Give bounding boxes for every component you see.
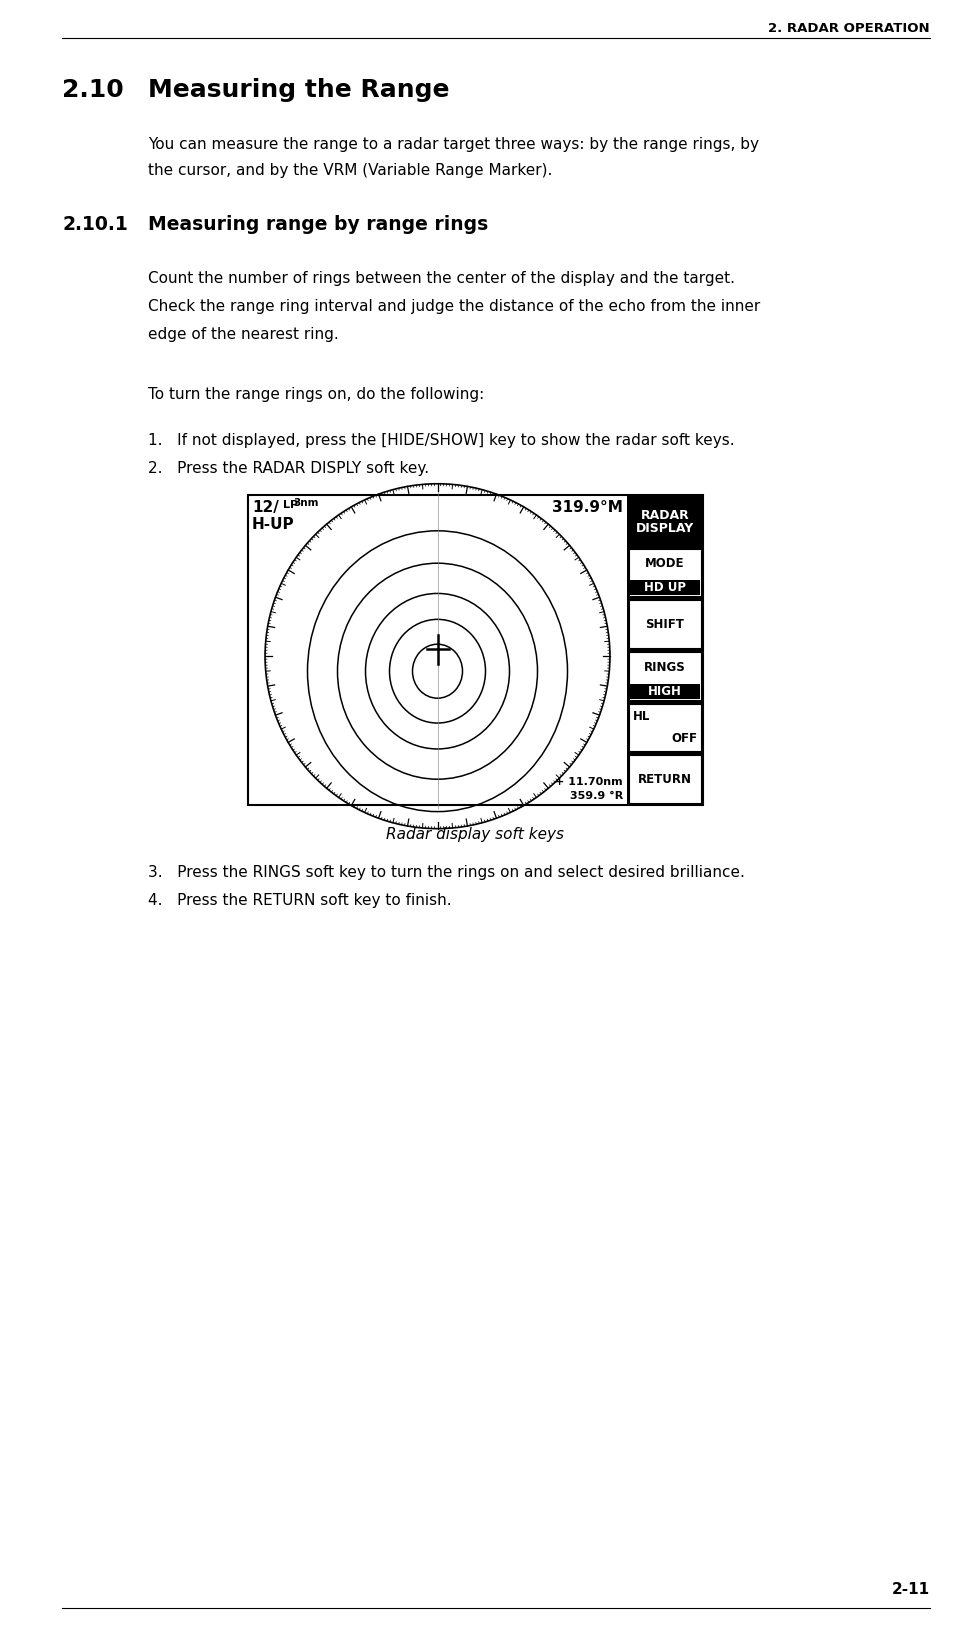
- Text: Radar display soft keys: Radar display soft keys: [386, 827, 564, 842]
- Text: the cursor, and by the VRM (Variable Range Marker).: the cursor, and by the VRM (Variable Ran…: [148, 163, 552, 178]
- Text: HL: HL: [633, 710, 651, 723]
- Text: OFF: OFF: [671, 733, 697, 746]
- Text: To turn the range rings on, do the following:: To turn the range rings on, do the follo…: [148, 387, 485, 403]
- Text: 2.   Press the RADAR DISPLY soft key.: 2. Press the RADAR DISPLY soft key.: [148, 460, 429, 475]
- Text: You can measure the range to a radar target three ways: by the range rings, by: You can measure the range to a radar tar…: [148, 137, 759, 152]
- Text: 2-11: 2-11: [892, 1583, 930, 1598]
- Text: 2.10.1: 2.10.1: [62, 215, 128, 235]
- Text: RINGS: RINGS: [644, 661, 686, 674]
- Text: 4.   Press the RETURN soft key to finish.: 4. Press the RETURN soft key to finish.: [148, 893, 452, 909]
- Text: 2. RADAR OPERATION: 2. RADAR OPERATION: [768, 21, 930, 34]
- Text: Measuring the Range: Measuring the Range: [148, 78, 450, 101]
- Text: SHIFT: SHIFT: [646, 617, 685, 630]
- Text: RETURN: RETURN: [638, 772, 692, 785]
- Bar: [629, 756, 701, 803]
- Text: HIGH: HIGH: [648, 685, 682, 697]
- Bar: [629, 601, 701, 648]
- Text: LP: LP: [283, 499, 298, 509]
- Text: 319.9°M: 319.9°M: [552, 499, 623, 516]
- Text: Check the range ring interval and judge the distance of the echo from the inner: Check the range ring interval and judge …: [148, 299, 760, 313]
- Text: 3nm: 3nm: [293, 498, 318, 508]
- Bar: [248, 494, 703, 805]
- Text: edge of the nearest ring.: edge of the nearest ring.: [148, 326, 339, 341]
- Text: 3.   Press the RINGS soft key to turn the rings on and select desired brilliance: 3. Press the RINGS soft key to turn the …: [148, 865, 745, 881]
- Text: 1.   If not displayed, press the [HIDE/SHOW] key to show the radar soft keys.: 1. If not displayed, press the [HIDE/SHO…: [148, 432, 735, 447]
- Text: + 11.70nm: + 11.70nm: [555, 777, 623, 787]
- Bar: [629, 653, 701, 700]
- Text: H-UP: H-UP: [252, 517, 294, 532]
- Bar: [629, 548, 701, 596]
- Text: Count the number of rings between the center of the display and the target.: Count the number of rings between the ce…: [148, 271, 735, 286]
- Text: Measuring range by range rings: Measuring range by range rings: [148, 215, 488, 235]
- Text: DISPLAY: DISPLAY: [636, 522, 694, 535]
- Text: HD UP: HD UP: [644, 581, 686, 594]
- Text: 359.9 °R: 359.9 °R: [570, 792, 623, 801]
- Bar: [630, 684, 700, 698]
- Text: MODE: MODE: [646, 557, 685, 570]
- Text: 2.10: 2.10: [62, 78, 123, 101]
- Bar: [630, 581, 700, 596]
- Text: 12/: 12/: [252, 499, 279, 516]
- Text: RADAR: RADAR: [641, 509, 689, 522]
- Bar: [629, 498, 701, 545]
- Bar: [629, 703, 701, 751]
- Bar: [627, 494, 703, 805]
